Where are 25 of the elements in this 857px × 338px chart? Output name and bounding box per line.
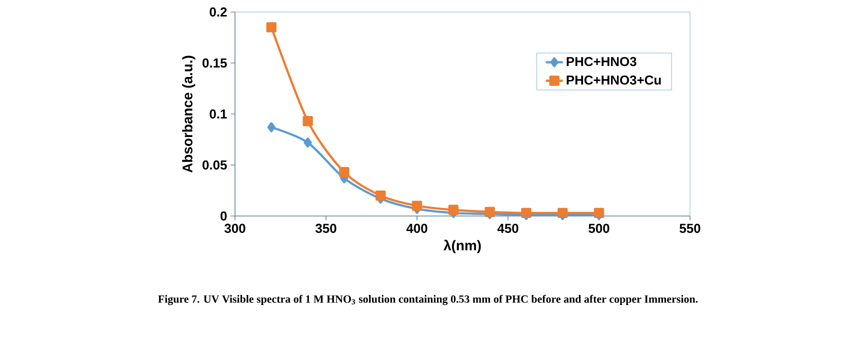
point — [302, 116, 313, 126]
point — [448, 204, 458, 215]
point — [484, 206, 495, 217]
point — [267, 122, 276, 132]
x-tick-label: 450 — [497, 224, 518, 233]
x-tick-label: 400 — [406, 224, 428, 233]
y-tick-label: 0.2 — [210, 7, 227, 17]
legend-label: PHC+HNO3 — [566, 56, 636, 66]
point — [266, 22, 276, 32]
legend-label: PHC+HNO3+Cu — [566, 75, 661, 85]
y-tick-label: 0 — [220, 211, 227, 221]
x-tick-label: 350 — [315, 224, 336, 233]
x-tick-label: 500 — [588, 224, 610, 233]
x-tick-label: 550 — [680, 224, 700, 233]
y-tick-label: 0.1 — [210, 109, 227, 119]
y-tick-label: 0.05 — [202, 160, 227, 170]
point — [339, 167, 350, 178]
y-tick-label: 0.15 — [202, 58, 227, 68]
y-axis-title: Absorbance (a.u.) — [182, 56, 196, 173]
point — [304, 137, 312, 148]
caption: Figure 7. UV Visible spectra of 1 M HNO$_{3}$ solution containing 0.53 mm of PHC before and after copper Immersion. — [158, 294, 698, 306]
x-axis-title: λ(nm) — [444, 240, 481, 254]
point — [376, 190, 386, 201]
x-tick-label: 300 — [224, 224, 246, 233]
point — [412, 200, 422, 211]
